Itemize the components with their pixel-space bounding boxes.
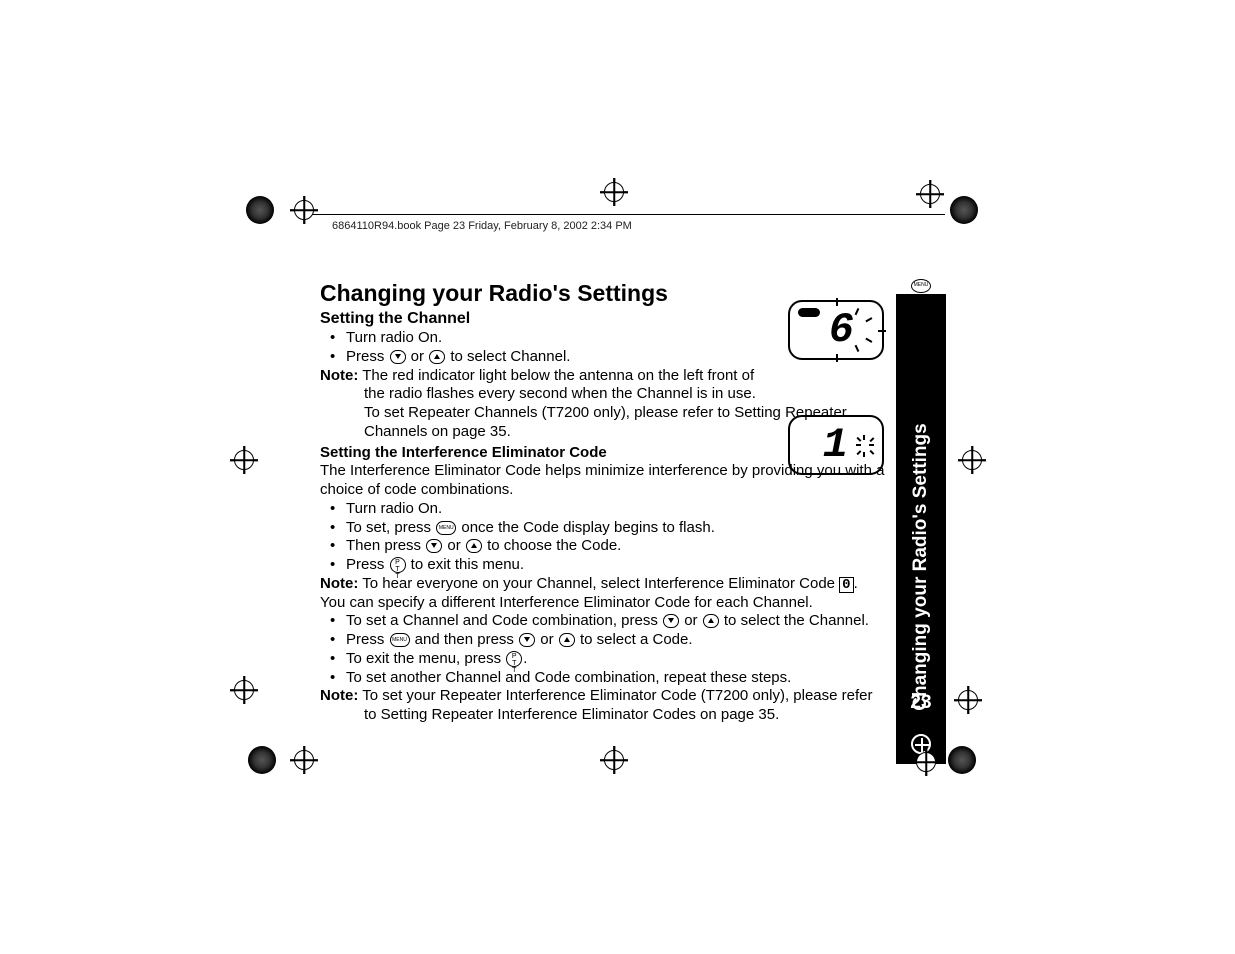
section2-bullets-a: Turn radio On. To set, press once the Co… (320, 500, 890, 575)
corner-dot (246, 196, 274, 224)
list-item: To exit the menu, press . (320, 650, 890, 669)
list-item: Press and then press or to select a Code… (320, 631, 890, 650)
section2-para2: You can specify a different Interference… (320, 594, 890, 613)
header-rule (300, 214, 945, 215)
list-item: To set a Channel and Code combination, p… (320, 612, 890, 631)
list-item: Press to exit this menu. (320, 556, 890, 575)
ptt-icon (390, 557, 406, 573)
list-item: To set, press once the Code display begi… (320, 519, 890, 538)
down-arrow-icon (390, 350, 406, 364)
note-label: Note: (320, 687, 358, 704)
section2-bullets-b: To set a Channel and Code combination, p… (320, 612, 890, 687)
page-number: 23 (896, 692, 946, 714)
section2-note1: Note: To hear everyone on your Channel, … (320, 575, 890, 594)
registration-mark (916, 180, 944, 208)
note-body: to Setting Repeater Interference Elimina… (364, 706, 890, 725)
battery-icon (798, 308, 820, 317)
down-arrow-icon (519, 633, 535, 647)
corner-dot (950, 196, 978, 224)
print-header: 6864110R94.book Page 23 Friday, February… (332, 220, 890, 232)
list-item: Then press or to choose the Code. (320, 537, 890, 556)
registration-mark (230, 446, 258, 474)
corner-dot (948, 746, 976, 774)
registration-mark (600, 178, 628, 206)
up-arrow-icon (703, 614, 719, 628)
registration-mark (958, 446, 986, 474)
up-arrow-icon (559, 633, 575, 647)
flash-icon (856, 435, 874, 457)
menu-icon (911, 279, 931, 293)
registration-mark (290, 746, 318, 774)
down-arrow-icon (663, 614, 679, 628)
registration-mark (290, 196, 318, 224)
up-arrow-icon (466, 539, 482, 553)
corner-dot (248, 746, 276, 774)
side-tab: Changing your Radio's Settings 23 (896, 294, 946, 764)
list-item: To set another Channel and Code combinat… (320, 669, 890, 688)
note-text: The red indicator light below the antenn… (362, 367, 754, 384)
lcd-display-code: 1 (788, 415, 884, 475)
down-arrow-icon (426, 539, 442, 553)
lcd-display-channel: 6 (788, 300, 884, 360)
section-interference-code: Setting the Interference Eliminator Code… (320, 444, 890, 725)
lcd-digit: 1 (823, 421, 848, 469)
registration-mark (600, 746, 628, 774)
zero-digit-icon: 0 (839, 577, 853, 593)
registration-mark (230, 676, 258, 704)
side-tab-title: Changing your Radio's Settings (910, 423, 932, 710)
menu-icon (390, 633, 410, 647)
up-arrow-icon (429, 350, 445, 364)
note-text: To hear everyone on your Channel, select… (362, 575, 858, 592)
list-item: Turn radio On. (320, 500, 890, 519)
lcd-digit: 6 (829, 306, 854, 354)
note-text: To set your Repeater Interference Elimin… (362, 687, 872, 704)
section2-note2: Note: To set your Repeater Interference … (320, 687, 890, 725)
note-label: Note: (320, 575, 358, 592)
registration-mark (912, 748, 940, 776)
registration-mark (954, 686, 982, 714)
note-label: Note: (320, 367, 358, 384)
ptt-icon (506, 651, 522, 667)
menu-icon (436, 521, 456, 535)
